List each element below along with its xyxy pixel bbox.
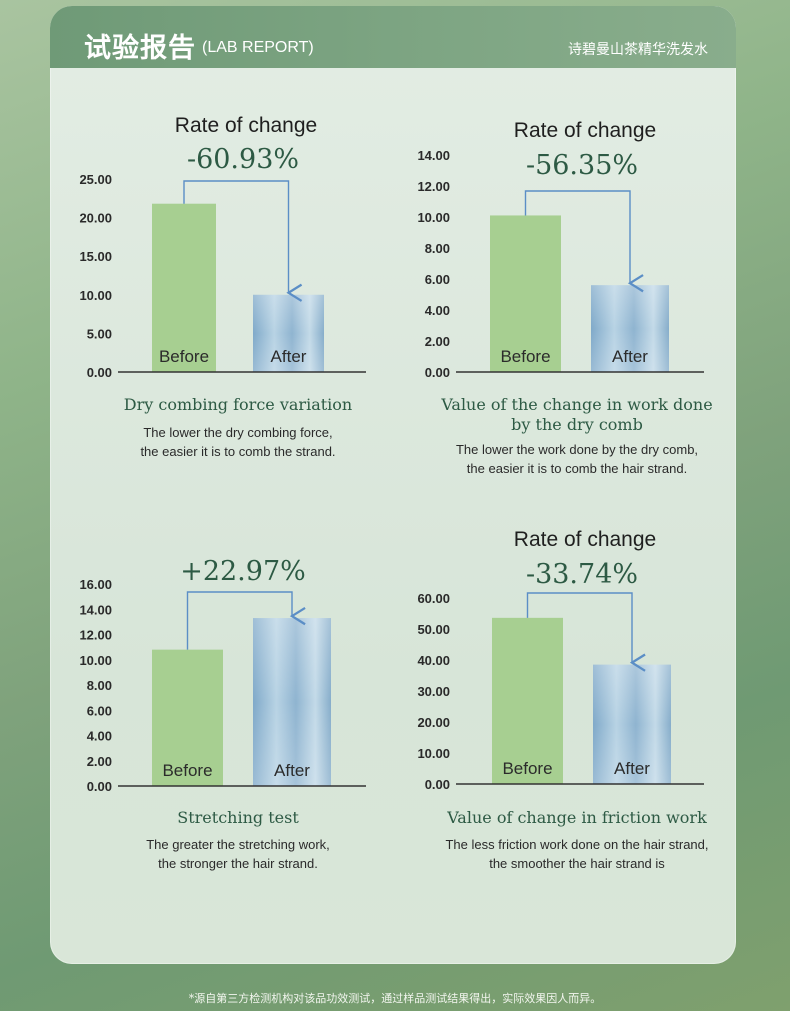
- y-tick-label: 10.00: [417, 210, 450, 225]
- report-subtitle: (LAB REPORT): [202, 39, 314, 56]
- y-tick-label: 60.00: [417, 591, 450, 606]
- chart-caption: Value of change in friction work: [446, 808, 707, 827]
- after-bar-sheen: [253, 294, 324, 372]
- y-tick-label: 10.00: [79, 653, 112, 668]
- chart-description: The greater the stretching work,: [146, 837, 330, 852]
- bar-label-after: After: [274, 761, 310, 780]
- report-header: 试验报告 (LAB REPORT) 诗碧曼山茶精华洗发水: [50, 6, 736, 68]
- change-arrow: [526, 592, 646, 672]
- chart-description: The lower the dry combing force,: [143, 425, 332, 440]
- y-tick-label: 50.00: [417, 622, 450, 637]
- chart-title: Rate of change: [514, 119, 656, 142]
- y-tick-label: 25.00: [79, 172, 112, 187]
- chart-description: the smoother the hair strand is: [489, 856, 665, 871]
- y-tick-label: 10.00: [417, 746, 450, 761]
- chart-caption: Value of the change in work done: [440, 395, 712, 414]
- brand-name: 诗碧曼山茶精华洗发水: [568, 42, 708, 58]
- y-tick-label: 4.00: [87, 729, 112, 744]
- y-tick-label: 0.00: [87, 779, 112, 794]
- y-tick-label: 14.00: [417, 148, 450, 163]
- chart-description: the stronger the hair strand.: [158, 856, 318, 871]
- chart-title: Rate of change: [514, 528, 656, 551]
- after-bar-sheen: [591, 285, 669, 372]
- chart-description: The less friction work done on the hair …: [445, 837, 708, 852]
- bar-label-after: After: [271, 347, 307, 366]
- footnote: *源自第三方检测机构对该品功效测试，通过样品测试结果得出，实际效果因人而异。: [188, 992, 602, 1005]
- y-tick-label: 14.00: [79, 602, 112, 617]
- y-tick-label: 15.00: [79, 249, 112, 264]
- y-tick-label: 10.00: [79, 288, 112, 303]
- y-tick-label: 12.00: [417, 179, 450, 194]
- y-tick-label: 6.00: [425, 272, 450, 287]
- y-tick-label: 4.00: [425, 303, 450, 318]
- chart-title: Rate of change: [175, 114, 317, 137]
- chart-description: the easier it is to comb the strand.: [140, 444, 335, 459]
- change-percent: -33.74%: [526, 559, 638, 590]
- lab-report-card: 试验报告 (LAB REPORT) 诗碧曼山茶精华洗发水: [50, 6, 736, 964]
- before-bar: [490, 215, 561, 372]
- change-arrow: [524, 190, 644, 293]
- after-bar-sheen: [593, 664, 671, 784]
- chart-caption: Dry combing force variation: [124, 395, 352, 414]
- chart-caption-line2: by the dry comb: [511, 415, 643, 434]
- change-percent: -56.35%: [526, 150, 638, 181]
- chart-caption: Stretching test: [177, 808, 299, 827]
- bar-label-after: After: [612, 347, 648, 366]
- y-tick-label: 8.00: [425, 241, 450, 256]
- y-tick-label: 8.00: [87, 678, 112, 693]
- change-arrow: [183, 180, 303, 302]
- y-tick-label: 16.00: [79, 577, 112, 592]
- y-tick-label: 0.00: [425, 777, 450, 792]
- y-tick-label: 0.00: [425, 365, 450, 380]
- bar-label-before: Before: [500, 347, 550, 366]
- chart-description: The lower the work done by the dry comb,: [456, 442, 698, 457]
- change-percent: -60.93%: [187, 144, 299, 175]
- y-tick-label: 6.00: [87, 703, 112, 718]
- bar-label-before: Before: [502, 759, 552, 778]
- y-tick-label: 40.00: [417, 653, 450, 668]
- y-tick-label: 0.00: [87, 365, 112, 380]
- y-tick-label: 12.00: [79, 628, 112, 643]
- change-percent: +22.97%: [180, 556, 306, 587]
- chart-description: the easier it is to comb the hair strand…: [467, 461, 687, 476]
- y-tick-label: 5.00: [87, 326, 112, 341]
- report-title: 试验报告: [84, 33, 196, 64]
- before-bar: [152, 649, 223, 786]
- before-bar: [152, 203, 216, 372]
- bar-label-after: After: [614, 759, 650, 778]
- y-tick-label: 2.00: [87, 754, 112, 769]
- change-arrow: [186, 591, 306, 650]
- y-tick-label: 20.00: [417, 715, 450, 730]
- after-bar-sheen: [253, 618, 331, 786]
- y-tick-label: 2.00: [425, 334, 450, 349]
- y-tick-label: 30.00: [417, 684, 450, 699]
- bar-label-before: Before: [162, 761, 212, 780]
- y-tick-label: 20.00: [79, 211, 112, 226]
- bar-label-before: Before: [159, 347, 209, 366]
- before-bar: [492, 617, 563, 784]
